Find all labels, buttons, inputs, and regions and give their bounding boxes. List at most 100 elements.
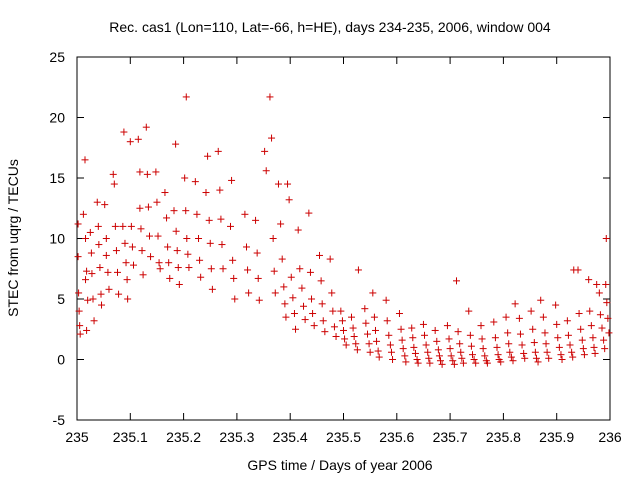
data-point xyxy=(534,358,542,366)
data-point xyxy=(84,296,92,304)
data-point xyxy=(601,345,609,353)
data-point xyxy=(506,348,514,356)
data-point xyxy=(579,345,587,353)
data-point xyxy=(83,326,91,334)
data-point xyxy=(101,201,109,209)
data-point xyxy=(595,289,603,297)
data-point xyxy=(410,343,418,351)
data-point xyxy=(398,336,406,344)
data-point xyxy=(79,210,87,218)
data-point xyxy=(457,348,465,356)
chart-title: Rec. cas1 (Lon=110, Lat=-66, h=HE), days… xyxy=(109,19,551,35)
data-point xyxy=(105,285,113,293)
data-point xyxy=(114,268,122,276)
data-point xyxy=(274,180,282,188)
data-point xyxy=(86,228,94,236)
plot-frame xyxy=(76,56,611,421)
data-point xyxy=(491,334,499,342)
data-point xyxy=(129,261,137,269)
data-point xyxy=(340,326,347,334)
data-point xyxy=(270,267,278,275)
data-point xyxy=(411,349,419,357)
data-point xyxy=(590,343,598,351)
data-point xyxy=(532,354,540,362)
data-point xyxy=(433,337,441,345)
data-point xyxy=(115,290,123,298)
data-point xyxy=(104,268,112,276)
data-point xyxy=(342,341,350,349)
data-point xyxy=(577,325,585,333)
data-point xyxy=(552,301,560,309)
data-point xyxy=(557,351,565,359)
data-point xyxy=(120,128,128,136)
data-point xyxy=(205,216,213,224)
data-point xyxy=(102,251,110,259)
data-point xyxy=(409,334,417,342)
data-point xyxy=(119,222,127,230)
data-point xyxy=(382,296,390,304)
data-point xyxy=(554,334,562,342)
data-point xyxy=(242,243,250,251)
data-point xyxy=(244,266,252,274)
data-point xyxy=(196,256,204,264)
x-tick-label: 235.6 xyxy=(379,429,414,445)
data-point xyxy=(386,341,394,349)
data-point xyxy=(163,214,171,222)
y-tick-label: 10 xyxy=(49,231,65,247)
y-tick-label: -5 xyxy=(53,412,66,428)
data-point xyxy=(470,356,478,363)
data-point xyxy=(317,277,325,285)
data-point xyxy=(603,299,611,307)
data-point xyxy=(413,356,421,363)
data-point xyxy=(229,256,237,264)
data-point xyxy=(373,337,381,345)
data-point xyxy=(385,331,393,339)
data-point xyxy=(401,352,409,360)
data-point xyxy=(206,239,214,247)
data-point xyxy=(332,333,340,341)
data-point xyxy=(152,168,160,176)
data-point xyxy=(516,330,524,338)
data-point xyxy=(545,354,553,362)
data-point xyxy=(497,358,505,366)
data-point xyxy=(478,335,486,343)
data-point xyxy=(309,310,317,318)
data-point xyxy=(375,353,383,361)
data-point xyxy=(98,301,106,309)
data-point xyxy=(147,253,155,261)
y-tick-label: 20 xyxy=(49,110,65,126)
data-point xyxy=(197,273,205,281)
data-point xyxy=(575,310,583,318)
data-point xyxy=(504,329,512,337)
data-point xyxy=(580,351,588,359)
data-point xyxy=(155,259,163,267)
x-tick-label: 235 xyxy=(65,429,89,445)
y-tick-label: 25 xyxy=(49,49,65,65)
y-tick-label: 0 xyxy=(57,352,65,368)
data-point xyxy=(139,271,147,279)
data-point xyxy=(202,189,210,197)
data-points xyxy=(74,93,613,368)
data-point xyxy=(181,174,189,182)
data-point xyxy=(75,289,83,297)
data-point xyxy=(96,264,104,272)
data-point xyxy=(438,360,446,368)
y-axis-label: STEC from uqrg / TECUs xyxy=(5,159,21,317)
data-point xyxy=(435,352,443,360)
data-point xyxy=(531,348,539,356)
data-point xyxy=(454,328,462,336)
data-point xyxy=(268,134,276,142)
data-point xyxy=(292,325,300,333)
data-point xyxy=(136,204,144,212)
data-point xyxy=(593,280,601,288)
data-point xyxy=(479,345,487,353)
data-point xyxy=(443,322,451,330)
data-point xyxy=(558,356,566,363)
data-point xyxy=(338,317,346,325)
data-point xyxy=(217,215,225,223)
data-point xyxy=(253,249,261,257)
data-point xyxy=(216,186,224,194)
data-point xyxy=(465,307,473,315)
data-point xyxy=(399,345,407,353)
data-point xyxy=(555,343,563,351)
